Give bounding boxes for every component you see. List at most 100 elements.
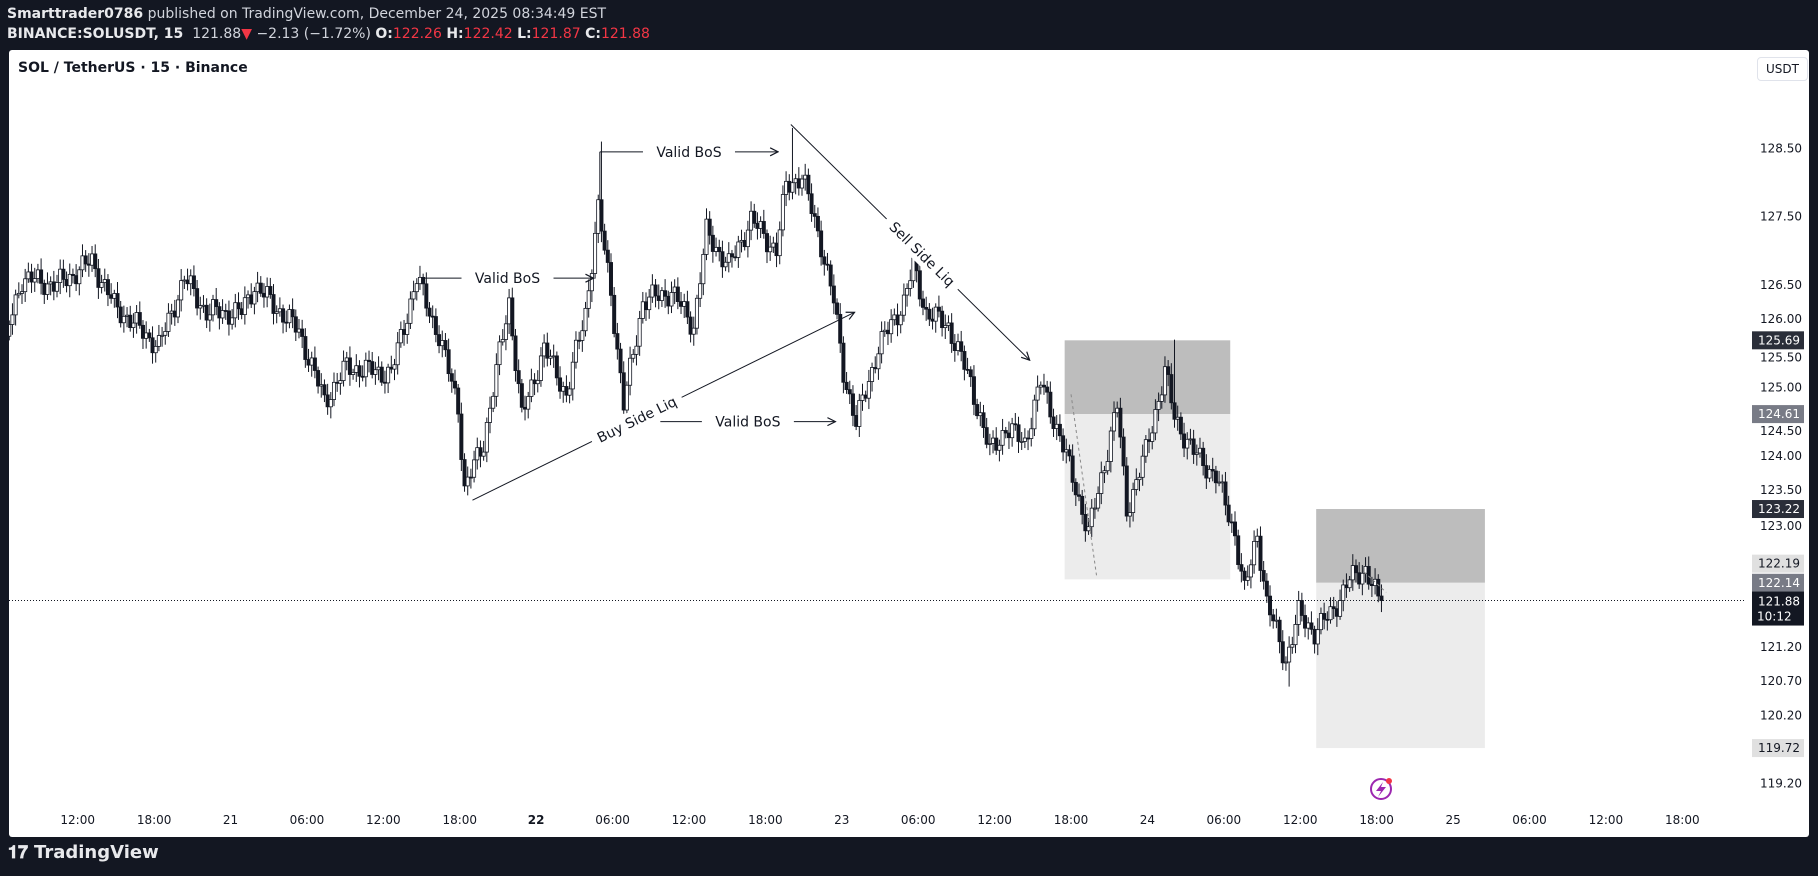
candle [1137, 472, 1142, 492]
candle-body [1293, 624, 1298, 646]
candle [1140, 444, 1145, 486]
candle [16, 282, 21, 299]
candle-body [1274, 619, 1279, 622]
candle-body [325, 394, 330, 408]
candle-body [1271, 614, 1276, 622]
candle [790, 127, 795, 200]
candle [306, 348, 311, 372]
candle [478, 440, 483, 468]
candle-body [1124, 465, 1129, 517]
candle-body [13, 294, 18, 316]
y-tick-label: 125.00 [1760, 380, 1802, 394]
candle-body [901, 294, 906, 316]
candle [265, 277, 270, 308]
candle [838, 303, 843, 353]
trade-path-line [1363, 571, 1387, 593]
candle [1366, 556, 1371, 590]
candle [529, 368, 534, 403]
candle-body [573, 339, 578, 363]
candle-body [363, 359, 368, 378]
candle-body [873, 367, 878, 370]
candle-body [338, 380, 343, 384]
candle [656, 284, 661, 310]
candle-body [9, 324, 12, 337]
candle-body [1318, 613, 1323, 631]
price-badge [1752, 500, 1804, 519]
candle [344, 351, 349, 371]
candle-body [850, 393, 855, 416]
candle [153, 340, 158, 363]
y-tick-label: 120.20 [1760, 708, 1802, 722]
candle [1057, 414, 1062, 442]
tradingview-logo[interactable]: 𝟏𝟕 TradingView [8, 842, 159, 863]
candle [217, 302, 222, 330]
candle [608, 253, 613, 307]
candle-body [866, 381, 871, 399]
x-tick-label: 18:00 [748, 813, 783, 827]
author-name[interactable]: Smarttrader0786 [7, 6, 144, 22]
candle-body [414, 283, 419, 293]
candle [809, 183, 814, 222]
candle [465, 466, 470, 496]
candle-body [1070, 455, 1075, 483]
candle-body [962, 351, 967, 370]
candle-body [959, 341, 964, 352]
candle [532, 373, 537, 396]
price-badge-label: 122.19 [1758, 557, 1800, 571]
candle-body [589, 273, 594, 292]
candle-body [971, 376, 976, 405]
candle [491, 392, 496, 413]
currency-button[interactable]: USDT [1757, 57, 1808, 81]
price-badge-label: 119.72 [1758, 741, 1800, 755]
candle [535, 370, 540, 393]
candle-body [86, 263, 91, 266]
candle-body [924, 306, 929, 310]
candle [1331, 596, 1336, 620]
candle [214, 287, 219, 316]
candle-body [1239, 564, 1244, 572]
candle-body [386, 366, 391, 384]
candle [1080, 489, 1085, 525]
candle-body [1182, 433, 1187, 449]
low-label: L: [517, 26, 532, 42]
candle-body [128, 314, 133, 328]
candle-body [1080, 495, 1085, 515]
candle-body [1175, 416, 1180, 420]
candle [1166, 360, 1171, 387]
candle [1271, 608, 1276, 629]
price-badge [1752, 331, 1804, 350]
candle-body [876, 353, 881, 370]
candle-body [191, 275, 196, 289]
candle [481, 440, 486, 461]
candle [201, 295, 206, 313]
candle-body [1076, 494, 1081, 497]
candle [86, 253, 91, 277]
candle [714, 237, 719, 257]
candle-body [608, 262, 613, 296]
candle [252, 286, 257, 315]
candle [1296, 590, 1301, 636]
price-badge-label: 123.22 [1758, 502, 1800, 516]
candle-body [1045, 386, 1050, 393]
candle-body [675, 286, 680, 302]
candle [328, 392, 333, 419]
candle [414, 278, 419, 301]
candle [118, 300, 123, 328]
candle [784, 171, 789, 207]
zone-0-lower [1064, 414, 1231, 580]
candle [398, 321, 403, 348]
x-tick-label: 22 [528, 813, 545, 827]
candle [685, 290, 690, 325]
chart-panel[interactable] [9, 50, 1809, 837]
candle [564, 375, 569, 403]
candle-body [484, 422, 489, 453]
candle [631, 349, 636, 363]
candle [997, 439, 1002, 462]
candle-body [252, 291, 257, 305]
candle-body [1048, 391, 1053, 418]
candle-body [1166, 366, 1171, 375]
candle-body [1051, 416, 1056, 429]
candle-body [217, 306, 222, 319]
candle-body [175, 299, 180, 318]
